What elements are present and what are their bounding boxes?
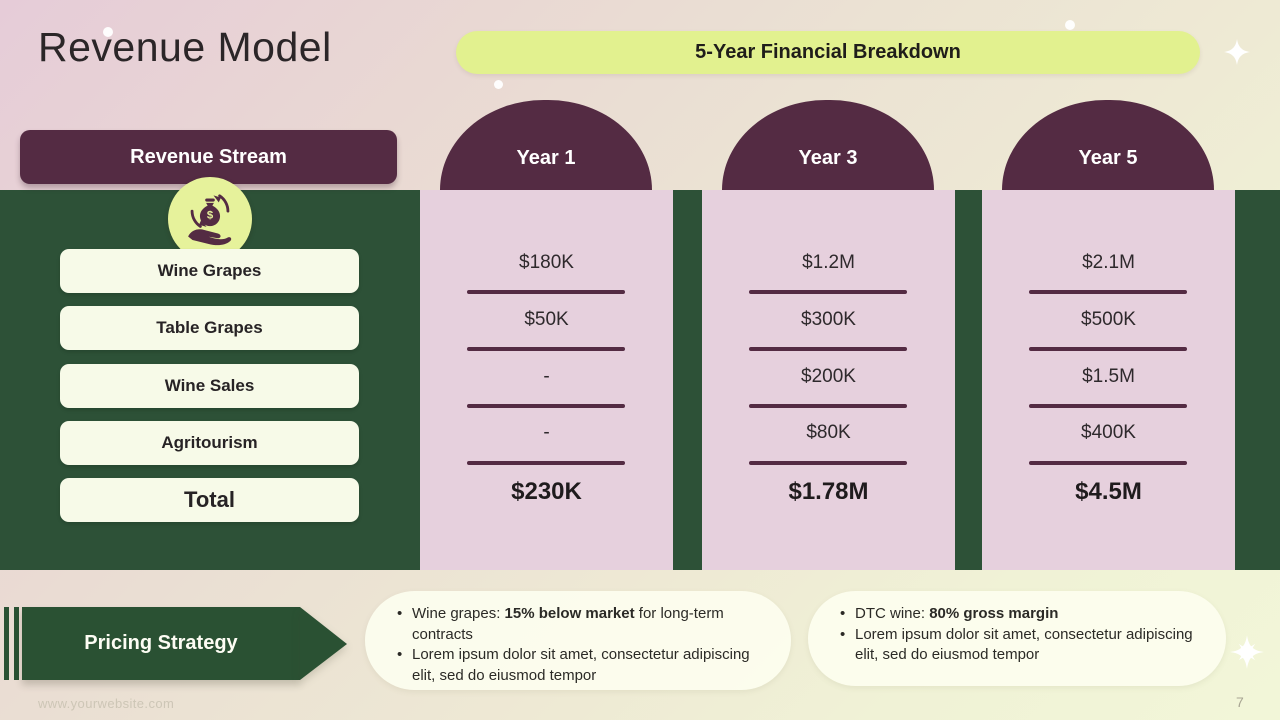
divider-line — [467, 461, 625, 465]
money-hand-icon: $ — [188, 194, 232, 246]
divider-line — [749, 404, 907, 408]
list-item: Lorem ipsum dolor sit amet, consectetur … — [838, 625, 1200, 666]
row-label-table-grapes: Table Grapes — [60, 306, 359, 350]
row-label-wine-sales: Wine Sales — [60, 364, 359, 408]
row-label-wine-grapes: Wine Grapes — [60, 249, 359, 293]
divider-line — [467, 290, 625, 294]
value-cell: $50K — [524, 309, 569, 330]
bullet-list: DTC wine: 80% gross margin Lorem ipsum d… — [838, 604, 1200, 666]
value-cell: $200K — [801, 366, 856, 387]
value-cell: - — [543, 366, 550, 387]
divider-line — [1029, 461, 1187, 465]
banner-pill: 5-Year Financial Breakdown — [456, 31, 1200, 74]
column-header-year5: Year 5 — [1002, 100, 1214, 190]
divider-line — [1029, 347, 1187, 351]
sparkle-icon — [1224, 39, 1250, 65]
divider-line — [467, 404, 625, 408]
divider-line — [467, 347, 625, 351]
dot-decoration — [1065, 20, 1075, 30]
list-item: DTC wine: 80% gross margin — [838, 604, 1200, 625]
divider-line — [749, 461, 907, 465]
bullet-box-left: Wine grapes: 15% below market for long-t… — [365, 591, 791, 690]
row-label-total: Total — [60, 478, 359, 522]
starburst-icon — [1230, 635, 1264, 669]
table-column-year3: $1.2M $300K $200K $80K $1.78M — [702, 190, 955, 570]
revenue-stream-header: Revenue Stream — [20, 130, 397, 184]
bullet-box-right: DTC wine: 80% gross margin Lorem ipsum d… — [808, 591, 1226, 686]
column-header-year1: Year 1 — [440, 100, 652, 190]
pricing-strategy-arrow: Pricing Strategy — [22, 607, 300, 680]
list-item: Wine grapes: 15% below market for long-t… — [395, 604, 765, 645]
bullet-list: Wine grapes: 15% below market for long-t… — [395, 604, 765, 687]
value-cell: $500K — [1081, 309, 1136, 330]
value-cell: $1.5M — [1082, 366, 1135, 387]
divider-line — [1029, 404, 1187, 408]
value-cell: - — [543, 422, 550, 443]
icon-badge: $ — [168, 177, 252, 261]
page-number: 7 — [1236, 694, 1244, 710]
total-cell: $1.78M — [788, 478, 869, 505]
value-cell: $180K — [519, 252, 574, 273]
row-label-agritourism: Agritourism — [60, 421, 359, 465]
footer-url: www.yourwebsite.com — [38, 696, 175, 711]
total-cell: $4.5M — [1075, 478, 1142, 505]
table-column-year1: $180K $50K - - $230K — [420, 190, 673, 570]
divider-line — [749, 347, 907, 351]
value-cell: $2.1M — [1082, 252, 1135, 273]
arrow-stripe — [14, 607, 19, 680]
value-cell: $300K — [801, 309, 856, 330]
dot-decoration — [103, 27, 113, 37]
divider-line — [749, 290, 907, 294]
column-header-year3: Year 3 — [722, 100, 934, 190]
dot-decoration — [494, 80, 503, 89]
page-title: Revenue Model — [38, 24, 332, 70]
svg-text:$: $ — [207, 210, 214, 222]
table-column-year5: $2.1M $500K $1.5M $400K $4.5M — [982, 190, 1235, 570]
divider-line — [1029, 290, 1187, 294]
value-cell: $400K — [1081, 422, 1136, 443]
arrow-head — [300, 607, 347, 680]
value-cell: $1.2M — [802, 252, 855, 273]
total-cell: $230K — [511, 478, 582, 505]
value-cell: $80K — [806, 422, 851, 443]
arrow-stripe — [4, 607, 9, 680]
list-item: Lorem ipsum dolor sit amet, consectetur … — [395, 645, 765, 686]
